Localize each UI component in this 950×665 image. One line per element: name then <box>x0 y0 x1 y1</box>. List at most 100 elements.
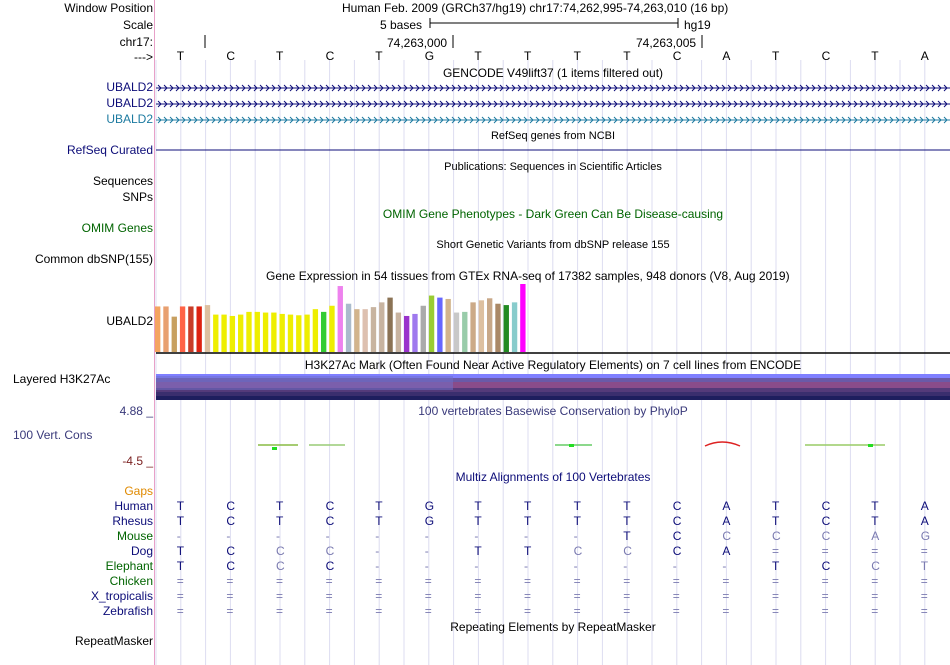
omim-title[interactable]: OMIM Gene Phenotypes - Dark Green Can Be… <box>382 207 724 221</box>
alignment-base: = <box>672 574 680 588</box>
h3k27-layer <box>156 378 950 382</box>
dbsnp-title[interactable]: Short Genetic Variants from dbSNP releas… <box>436 239 670 251</box>
multiz-title[interactable]: Multiz Alignments of 100 Vertebrates <box>455 470 651 484</box>
refseq-title[interactable]: RefSeq genes from NCBI <box>490 130 616 142</box>
species-label[interactable]: X_tropicalis <box>90 589 153 603</box>
strand-chevrons <box>157 84 948 92</box>
alignment-base: = <box>623 604 631 618</box>
species-label[interactable]: Mouse <box>116 529 153 543</box>
h3k27-layer-left <box>156 376 453 390</box>
omim-label[interactable]: OMIM Genes <box>81 221 153 235</box>
dbsnp-label[interactable]: Common dbSNP(155) <box>34 252 153 266</box>
strand-chevrons <box>157 116 948 124</box>
cons-score-peak <box>569 444 574 447</box>
alignment-base: C <box>325 514 335 528</box>
h3k27-label[interactable]: Layered H3K27Ac <box>13 372 111 386</box>
gencode-item-ubald2-1[interactable]: UBALD2 <box>106 80 153 94</box>
alignment-base: A <box>871 529 880 543</box>
gtex-tissue-bar <box>412 313 418 352</box>
alignment-base: T <box>524 544 532 558</box>
alignment-base: G <box>424 499 435 513</box>
species-label[interactable]: Chicken <box>109 574 153 588</box>
cons-negative-mark <box>704 441 741 447</box>
alignment-base: = <box>276 604 284 618</box>
alignment-base: - <box>573 559 578 573</box>
gencode-title[interactable]: GENCODE V49lift37 (1 items filtered out) <box>442 66 664 80</box>
snps-label[interactable]: SNPs <box>122 190 153 204</box>
gtex-tissue-bar <box>495 303 501 352</box>
species-label[interactable]: Rhesus <box>112 514 153 528</box>
cons-title[interactable]: 100 vertebrates Basewise Conservation by… <box>418 404 688 418</box>
alignment-base: T <box>772 559 780 573</box>
label-divider[interactable] <box>154 0 155 665</box>
alignment-base: = <box>176 604 184 618</box>
alignment-base: C <box>722 529 732 543</box>
gtex-tissue-bar <box>163 306 169 352</box>
alignment-base: = <box>276 574 284 588</box>
alignment-base: = <box>623 574 631 588</box>
gaps-label[interactable]: Gaps <box>124 484 153 498</box>
alignment-base: = <box>821 589 829 603</box>
alignment-base: - <box>226 529 231 543</box>
alignment-base: = <box>672 604 680 618</box>
alignment-base: = <box>524 604 532 618</box>
gtex-tissue-bar <box>379 302 385 352</box>
alignment-base: A <box>722 514 731 528</box>
alignment-base: A <box>920 499 929 513</box>
h3k27-layer <box>156 392 950 396</box>
coord-tick-1: 74,263,000 <box>387 36 448 50</box>
base-letter: T <box>375 49 383 63</box>
base-letter: T <box>176 49 185 63</box>
species-label[interactable]: Dog <box>130 544 153 558</box>
scale-label: Scale <box>122 18 153 32</box>
alignment-base: = <box>920 574 928 588</box>
cons-label[interactable]: 100 Vert. Cons <box>13 428 93 442</box>
base-letter: A <box>722 49 731 63</box>
alignment-base: T <box>573 499 581 513</box>
alignment-base: = <box>474 604 482 618</box>
gtex-title[interactable]: Gene Expression in 54 tissues from GTEx … <box>266 269 790 283</box>
alignment-base: - <box>424 544 429 558</box>
repeat-label[interactable]: RepeatMasker <box>74 634 153 648</box>
base-letter: T <box>573 49 581 63</box>
coord-tick-2: 74,263,005 <box>636 36 697 50</box>
gencode-item-ubald2-3[interactable]: UBALD2 <box>106 112 153 126</box>
alignment-base: - <box>375 559 380 573</box>
pubs-title[interactable]: Publications: Sequences in Scientific Ar… <box>444 161 662 173</box>
alignment-base: C <box>573 544 583 558</box>
gtex-tissue-bar <box>437 297 443 352</box>
alignment-base: - <box>375 529 380 543</box>
gtex-tissue-bar <box>337 286 343 352</box>
gtex-tissue-bar <box>279 313 285 352</box>
strand-chevrons <box>157 100 948 108</box>
gtex-tissue-bar <box>362 309 368 352</box>
alignment-base: = <box>524 589 532 603</box>
cons-min: -4.5 _ <box>122 454 153 468</box>
gtex-tissue-bar <box>171 316 177 352</box>
alignment-base: = <box>722 589 730 603</box>
alignment-base: - <box>722 559 727 573</box>
species-label[interactable]: Zebrafish <box>102 604 153 618</box>
alignment-base: T <box>375 514 383 528</box>
gtex-tissue-bar <box>462 311 468 352</box>
gtex-tissue-bar <box>420 305 426 352</box>
base-letter: T <box>772 49 780 63</box>
alignment-base: C <box>325 559 335 573</box>
species-label[interactable]: Human <box>114 499 153 513</box>
refseq-label[interactable]: RefSeq Curated <box>66 143 153 157</box>
alignment-base: C <box>672 514 682 528</box>
gtex-tissue-bar <box>229 315 236 352</box>
repeat-title[interactable]: Repeating Elements by RepeatMasker <box>450 620 656 634</box>
gencode-item-ubald2-2[interactable]: UBALD2 <box>106 96 153 110</box>
gtex-label[interactable]: UBALD2 <box>106 314 153 328</box>
h3k27-title[interactable]: H3K27Ac Mark (Often Found Near Active Re… <box>304 358 802 372</box>
gtex-tissue-bar <box>304 314 310 352</box>
alignment-base: - <box>474 559 479 573</box>
sequences-label[interactable]: Sequences <box>92 174 153 188</box>
alignment-base: = <box>424 574 432 588</box>
gtex-tissue-bar <box>296 315 302 352</box>
alignment-base: - <box>424 559 429 573</box>
species-label[interactable]: Elephant <box>105 559 153 573</box>
alignment-base: - <box>375 544 380 558</box>
